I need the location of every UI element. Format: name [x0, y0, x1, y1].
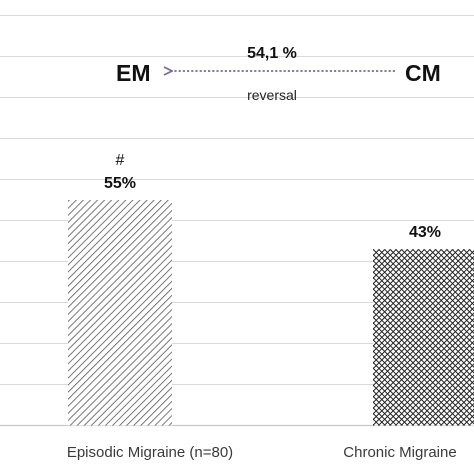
data-label-chronic: 43% — [409, 224, 441, 241]
data-labels: 55% #43% — [104, 152, 441, 241]
annotation-cm-label: CM — [405, 60, 441, 86]
significance-marker: # — [116, 152, 125, 169]
bar-chronic — [373, 249, 474, 426]
data-label-episodic: 55% — [104, 175, 136, 192]
annotation-caption: reversal — [247, 87, 297, 103]
x-tick-labels: Episodic Migraine (n=80) Chronic Migraine — [67, 444, 457, 461]
annotation-em-label: EM — [116, 60, 151, 86]
bars — [68, 200, 474, 426]
bar-episodic — [68, 200, 172, 426]
annotation-percent: 54,1 % — [247, 45, 297, 62]
x-tick-label-episodic: Episodic Migraine (n=80) — [67, 444, 233, 461]
reversal-annotation: EM CM 54,1 % reversal — [116, 45, 441, 103]
x-tick-label-chronic: Chronic Migraine — [343, 444, 456, 461]
